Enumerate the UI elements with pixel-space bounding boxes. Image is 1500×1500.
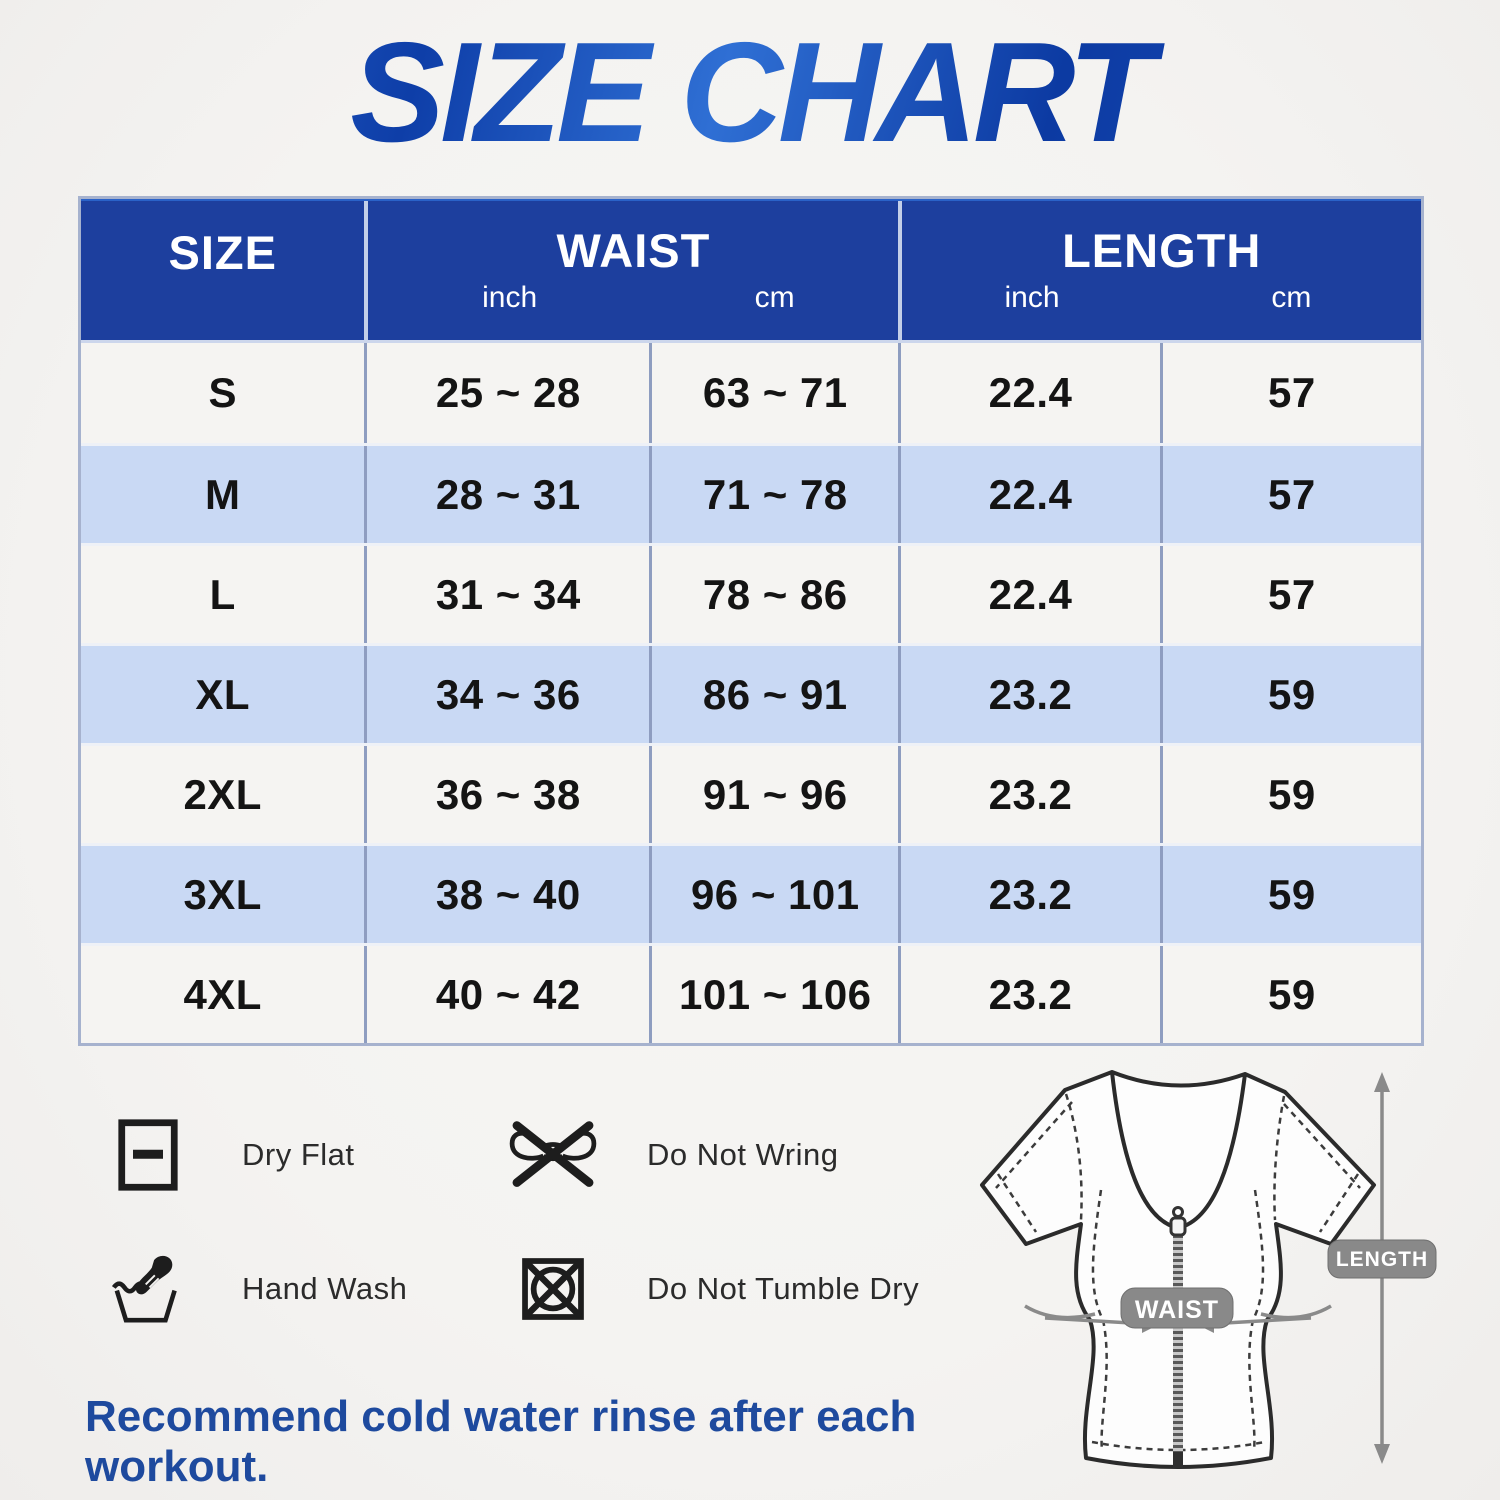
cell-length-cm: 59 <box>1159 746 1421 843</box>
cell-length-in: 22.4 <box>898 546 1159 643</box>
header-waist-label: WAIST <box>556 223 711 277</box>
cell-size: 4XL <box>183 970 262 1018</box>
cell-size: 3XL <box>183 870 262 918</box>
care-item-do-not-tumble-dry: Do Not Tumble Dry <box>500 1256 970 1322</box>
care-instructions: Dry Flat Do Not Wring <box>95 1088 970 1356</box>
care-label: Do Not Wring <box>647 1137 839 1172</box>
length-measure: LENGTH <box>1327 1072 1437 1464</box>
care-label: Dry Flat <box>242 1137 355 1172</box>
care-item-hand-wash: Hand Wash <box>95 1254 500 1324</box>
cell-length-in: 22.4 <box>898 446 1159 543</box>
table-row: 2XL 36 ~ 38 91 ~ 96 23.2 59 <box>81 743 1421 843</box>
table-row: XL 34 ~ 36 86 ~ 91 23.2 59 <box>81 643 1421 743</box>
cell-size: M <box>204 470 241 518</box>
table-row: 3XL 38 ~ 40 96 ~ 101 23.2 59 <box>81 843 1421 943</box>
header-size-label: SIZE <box>168 225 277 279</box>
hand-wash-icon <box>95 1254 200 1324</box>
table-row: S 25 ~ 28 63 ~ 71 22.4 57 <box>81 343 1421 443</box>
table-row: 4XL 40 ~ 42 101 ~ 106 23.2 59 <box>81 943 1421 1043</box>
cell-waist-in: 25 ~ 28 <box>364 343 649 443</box>
care-item-do-not-wring: Do Not Wring <box>500 1116 970 1194</box>
cell-size: 2XL <box>183 770 262 818</box>
cell-length-in: 23.2 <box>898 746 1159 843</box>
cell-waist-in: 28 ~ 31 <box>364 446 649 543</box>
length-unit-inch: inch <box>1004 281 1060 315</box>
page-title: SIZE CHART <box>0 18 1500 167</box>
table-row: M 28 ~ 31 71 ~ 78 22.4 57 <box>81 443 1421 543</box>
seam-lines <box>995 1093 1361 1452</box>
cell-length-cm: 57 <box>1159 343 1421 443</box>
waist-pill <box>1120 1287 1234 1329</box>
length-unit-cm: cm <box>1271 281 1312 315</box>
waist-unit-cm: cm <box>754 281 795 315</box>
waist-label: WAIST <box>1135 1296 1219 1324</box>
cell-waist-in: 40 ~ 42 <box>364 946 649 1043</box>
cell-length-cm: 59 <box>1159 946 1421 1043</box>
header-length: LENGTH inch cm <box>898 201 1421 340</box>
cell-length-cm: 57 <box>1159 446 1421 543</box>
waist-unit-inch: inch <box>482 281 538 315</box>
cell-length-cm: 59 <box>1159 846 1421 943</box>
header-length-label: LENGTH <box>1062 223 1262 277</box>
cell-length-in: 23.2 <box>898 646 1159 743</box>
dry-flat-icon <box>95 1119 200 1191</box>
header-length-units: inch cm <box>902 280 1421 316</box>
length-label: LENGTH <box>1336 1248 1428 1271</box>
cell-length-in: 22.4 <box>898 343 1159 443</box>
do-not-wring-icon <box>500 1116 605 1194</box>
cell-size: S <box>208 369 237 416</box>
size-table-header: SIZE WAIST inch cm LENGTH inch cm <box>81 199 1421 340</box>
footer-note: Recommend cold water rinse after each wo… <box>85 1392 917 1491</box>
cell-waist-in: 36 ~ 38 <box>364 746 649 843</box>
cell-waist-in: 31 ~ 34 <box>364 546 649 643</box>
cell-waist-cm: 101 ~ 106 <box>649 946 898 1043</box>
size-table-body: S 25 ~ 28 63 ~ 71 22.4 57 M 28 ~ 31 71 ~ 78 22.4… <box>81 340 1421 1043</box>
cell-length-in: 23.2 <box>898 846 1159 943</box>
cell-waist-cm: 78 ~ 86 <box>649 546 898 643</box>
cell-waist-cm: 71 ~ 78 <box>649 446 898 543</box>
header-waist-units: inch cm <box>368 280 898 316</box>
cell-waist-cm: 63 ~ 71 <box>649 343 898 443</box>
cell-length-cm: 59 <box>1159 646 1421 743</box>
length-pill <box>1327 1239 1437 1279</box>
size-table: SIZE WAIST inch cm LENGTH inch cm S 25 ~ … <box>78 196 1424 1046</box>
care-item-dry-flat: Dry Flat <box>95 1119 500 1191</box>
cell-waist-cm: 86 ~ 91 <box>649 646 898 743</box>
cell-waist-in: 38 ~ 40 <box>364 846 649 943</box>
cell-length-in: 23.2 <box>898 946 1159 1043</box>
table-row: L 31 ~ 34 78 ~ 86 22.4 57 <box>81 543 1421 643</box>
zipper <box>1169 1206 1187 1468</box>
cell-size: XL <box>195 670 251 718</box>
cell-length-cm: 57 <box>1159 546 1421 643</box>
garment-diagram: WAIST LENGTH <box>980 1070 1437 1469</box>
care-label: Hand Wash <box>242 1271 408 1306</box>
header-waist: WAIST inch cm <box>364 201 898 340</box>
cell-waist-cm: 91 ~ 96 <box>649 746 898 843</box>
cell-size: L <box>209 570 236 618</box>
cell-waist-in: 34 ~ 36 <box>364 646 649 743</box>
cell-waist-cm: 96 ~ 101 <box>649 846 898 943</box>
do-not-tumble-dry-icon <box>500 1256 605 1322</box>
header-size: SIZE <box>81 201 364 340</box>
care-label: Do Not Tumble Dry <box>647 1271 920 1306</box>
